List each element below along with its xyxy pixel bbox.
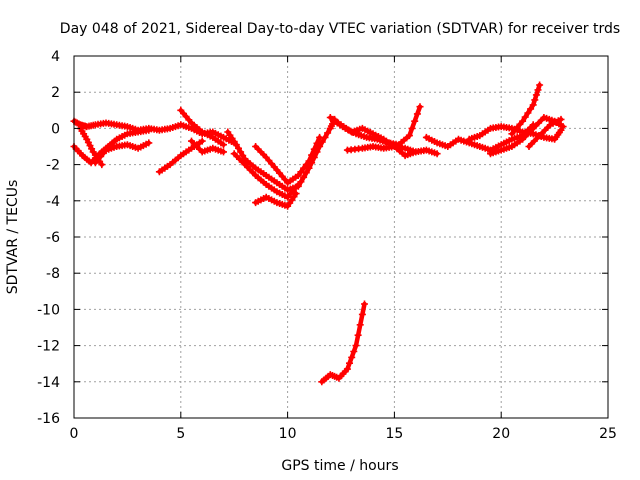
y-tick-label: -2 bbox=[46, 158, 60, 174]
series-markers bbox=[525, 115, 565, 150]
x-tick-label: 10 bbox=[279, 426, 297, 442]
y-tick-label: -10 bbox=[37, 302, 60, 318]
series-trace-8 bbox=[224, 115, 339, 194]
series-line bbox=[225, 117, 337, 193]
axis-ticks bbox=[73, 55, 609, 419]
series-markers bbox=[465, 123, 565, 143]
series-trace-10 bbox=[252, 133, 324, 187]
series-markers bbox=[70, 117, 238, 147]
series-trace-16 bbox=[422, 121, 537, 154]
series-markers bbox=[252, 190, 300, 210]
y-tick-labels: -16 -14 -12 -10 -8 -6 -4 -2 0 2 4 bbox=[37, 49, 60, 427]
y-tick-label: -14 bbox=[37, 375, 60, 391]
x-tick-label: 25 bbox=[599, 426, 617, 442]
series-trace-11 bbox=[252, 190, 300, 210]
series-markers bbox=[508, 81, 544, 138]
x-axis-title: GPS time / hours bbox=[281, 458, 398, 474]
x-tick-label: 15 bbox=[385, 426, 403, 442]
x-tick-labels: 0 5 10 15 20 25 bbox=[70, 426, 617, 442]
y-tick-label: -8 bbox=[46, 266, 60, 282]
series-trace-15 bbox=[343, 143, 420, 160]
y-tick-label: 2 bbox=[51, 85, 60, 101]
series-markers bbox=[155, 137, 206, 176]
series-line bbox=[319, 301, 367, 385]
series-markers bbox=[177, 106, 227, 149]
series-markers bbox=[91, 139, 153, 167]
series-trace-5 bbox=[155, 137, 206, 176]
series-markers bbox=[230, 150, 302, 201]
y-tick-label: 0 bbox=[51, 121, 60, 137]
x-tick-label: 5 bbox=[176, 426, 185, 442]
series-trace-9 bbox=[230, 150, 302, 201]
series-trace-1 bbox=[70, 117, 238, 147]
grid-lines bbox=[74, 56, 608, 418]
series-markers bbox=[343, 143, 420, 160]
series-markers bbox=[224, 115, 339, 194]
y-tick-label: -16 bbox=[37, 411, 60, 427]
y-tick-label: -4 bbox=[46, 194, 60, 210]
series-trace-19 bbox=[508, 81, 544, 138]
series-markers bbox=[422, 121, 537, 154]
series-markers bbox=[318, 300, 368, 386]
y-tick-label: -6 bbox=[46, 230, 60, 246]
series-trace-4 bbox=[91, 139, 153, 167]
series-trace-6 bbox=[177, 106, 227, 149]
series-trace-20 bbox=[525, 115, 565, 150]
chart-title: Day 048 of 2021, Sidereal Day-to-day VTE… bbox=[60, 21, 620, 37]
y-tick-label: -12 bbox=[37, 339, 60, 355]
series-trace-7 bbox=[188, 137, 227, 156]
series-markers bbox=[188, 137, 227, 156]
y-tick-label: 4 bbox=[51, 49, 60, 65]
y-axis-title: SDTVAR / TECUs bbox=[5, 180, 21, 295]
series-markers bbox=[252, 133, 324, 187]
x-tick-label: 20 bbox=[492, 426, 510, 442]
x-tick-label: 0 bbox=[70, 426, 79, 442]
data-traces bbox=[70, 81, 567, 386]
series-trace-12 bbox=[318, 300, 368, 386]
